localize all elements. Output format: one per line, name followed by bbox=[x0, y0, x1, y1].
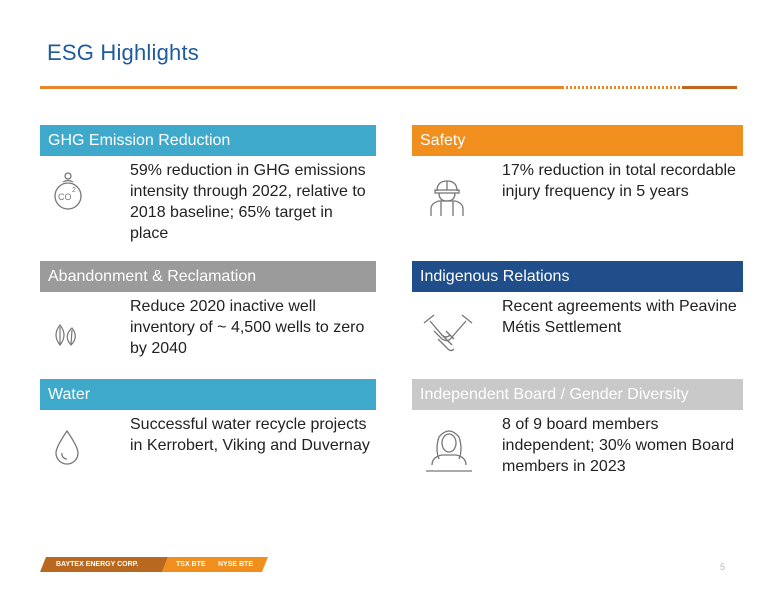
slide-title: ESG Highlights bbox=[47, 40, 199, 65]
card-header: Water bbox=[40, 379, 103, 410]
card-text: Reduce 2020 inactive well inventory of ~… bbox=[130, 298, 365, 357]
company-name: BAYTEX ENERGY CORP. bbox=[56, 561, 139, 568]
card-text: 17% reduction in total recordable injury… bbox=[502, 162, 736, 200]
card-header: GHG Emission Reduction bbox=[40, 125, 376, 156]
leaves-icon bbox=[52, 321, 80, 347]
svg-text:2: 2 bbox=[72, 187, 76, 194]
card-header: Safety bbox=[412, 125, 743, 156]
card-header-extension bbox=[103, 379, 376, 410]
indigenous-card: Indigenous Relations Recent agreements w… bbox=[412, 261, 743, 361]
nyse-ticker: NYSE BTE bbox=[218, 561, 254, 568]
card-header: Independent Board / Gender Diversity bbox=[412, 379, 743, 410]
ghg-card: GHG Emission Reduction CO 2 59% reductio… bbox=[40, 125, 376, 245]
svg-text:CO: CO bbox=[58, 192, 72, 202]
title-divider bbox=[40, 86, 737, 89]
abandonment-card: Abandonment & Reclamation Reduce 2020 in… bbox=[40, 261, 376, 361]
hardhat-worker-icon bbox=[427, 175, 467, 217]
card-header: Abandonment & Reclamation bbox=[40, 261, 376, 292]
water-drop-icon bbox=[54, 429, 80, 465]
board-card: Independent Board / Gender Diversity 8 o… bbox=[412, 379, 743, 479]
card-header: Indigenous Relations bbox=[412, 261, 743, 292]
card-text: 59% reduction in GHG emissions intensity… bbox=[130, 162, 366, 242]
handshake-icon bbox=[422, 311, 474, 357]
water-card: Water Successful water recycle projects … bbox=[40, 379, 376, 479]
safety-card: Safety 17% reduction in total recordable… bbox=[412, 125, 743, 245]
company-footer-logo: BAYTEX ENERGY CORP. TSX BTE NYSE BTE bbox=[40, 557, 268, 572]
page-number: 5 bbox=[720, 562, 726, 572]
tsx-ticker: TSX BTE bbox=[176, 561, 206, 568]
card-text: Recent agreements with Peavine Métis Set… bbox=[502, 298, 737, 336]
woman-icon bbox=[424, 423, 474, 473]
co2-icon: CO 2 bbox=[50, 170, 86, 214]
card-text: 8 of 9 board members independent; 30% wo… bbox=[502, 416, 735, 475]
card-text: Successful water recycle projects in Ker… bbox=[130, 416, 370, 454]
